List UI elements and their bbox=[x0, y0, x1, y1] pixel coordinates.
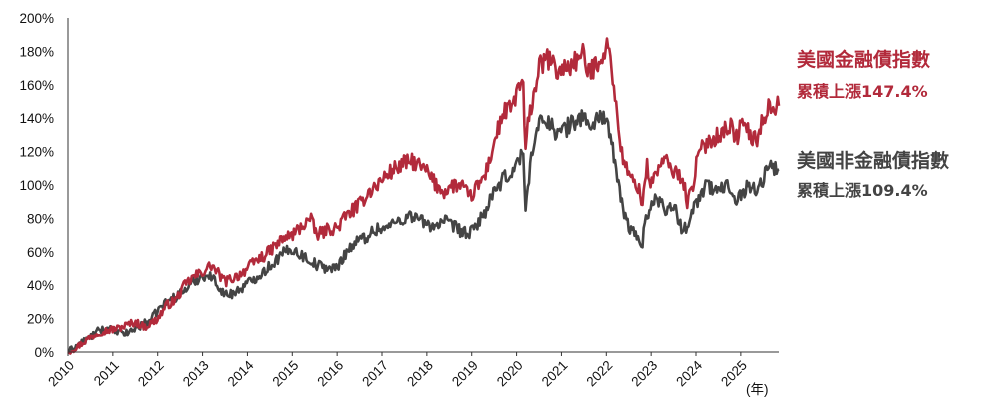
axes bbox=[67, 18, 779, 353]
y-tick-label: 180% bbox=[19, 44, 54, 59]
y-tick-label: 40% bbox=[27, 278, 54, 293]
x-tick-label: 2016 bbox=[314, 358, 346, 390]
financial-series-name: 美國金融債指數 bbox=[797, 48, 930, 71]
y-tick-label: 20% bbox=[27, 312, 54, 327]
x-tick-label: 2021 bbox=[539, 358, 571, 390]
x-tick-label: 2013 bbox=[180, 358, 212, 390]
y-tick-label: 140% bbox=[19, 111, 54, 126]
x-tick-label: 2023 bbox=[628, 358, 660, 390]
y-tick-label: 100% bbox=[19, 178, 54, 193]
x-tick-label: 2012 bbox=[135, 358, 167, 390]
y-tick-label: 200% bbox=[19, 11, 54, 26]
y-tick-label: 60% bbox=[27, 245, 54, 260]
legend-nonfinancial: 美國非金融債指數 累積上漲109.4% bbox=[797, 149, 949, 200]
y-tick-label: 80% bbox=[27, 211, 54, 226]
financial-series-return: 累積上漲147.4% bbox=[797, 82, 928, 101]
y-tick-label: 0% bbox=[34, 345, 54, 360]
series-layer bbox=[67, 37, 781, 355]
legend-financial: 美國金融債指數 累積上漲147.4% bbox=[797, 48, 930, 101]
x-tick-label: 2024 bbox=[673, 357, 705, 389]
x-tick-label: 2010 bbox=[45, 358, 77, 390]
series-line-financial bbox=[67, 37, 781, 355]
x-tick-label: 2014 bbox=[225, 357, 257, 389]
nonfinancial-series-name: 美國非金融債指數 bbox=[797, 149, 949, 172]
y-axis-ticks: 0% 20% 40% 60% 80% 100% 120% 140% 160% 180% 200% bbox=[19, 11, 54, 360]
x-tick-label: 2011 bbox=[91, 358, 122, 389]
series-line-nonfinancial bbox=[67, 109, 780, 354]
x-tick-label: 2020 bbox=[494, 358, 526, 390]
y-tick-label: 160% bbox=[19, 78, 54, 93]
x-axis-ticks: 2010 2011 2012 2013 2014 2015 2016 2017 2018 2019… bbox=[45, 352, 750, 389]
x-tick-label: 2017 bbox=[359, 358, 391, 390]
x-tick-label: 2018 bbox=[404, 358, 436, 390]
x-tick-label: 2015 bbox=[270, 358, 302, 390]
nonfinancial-series-return: 累積上漲109.4% bbox=[797, 181, 928, 200]
x-tick-label: 2019 bbox=[449, 358, 481, 390]
x-tick-label: 2022 bbox=[584, 358, 616, 390]
y-tick-label: 120% bbox=[19, 145, 54, 160]
x-axis-unit-label: (年) bbox=[746, 382, 769, 397]
